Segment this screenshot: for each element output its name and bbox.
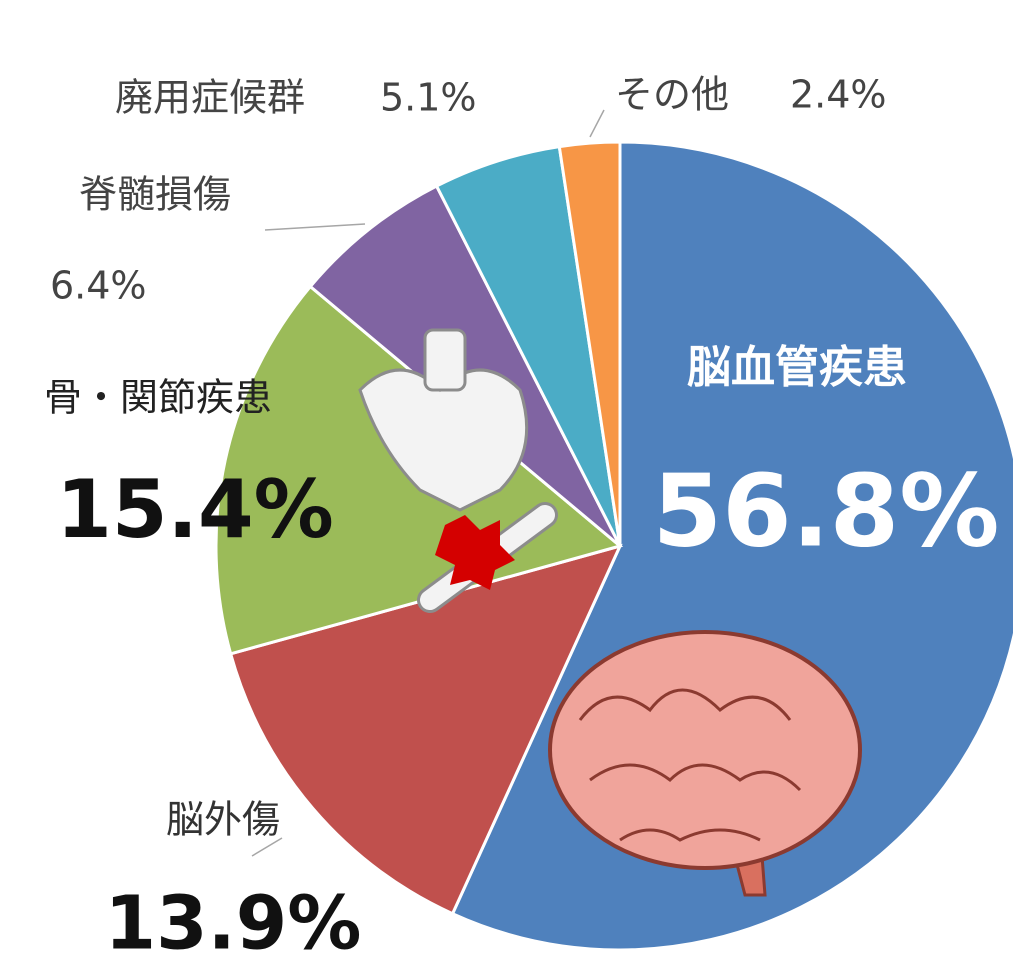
pie-slice xyxy=(557,140,622,547)
value-label: 15.4% xyxy=(56,463,334,556)
brain-illustration xyxy=(548,630,862,897)
leader-lines xyxy=(251,109,605,857)
value-label: 56.8% xyxy=(653,452,1000,569)
leader-line xyxy=(589,109,605,138)
value-label: 2.4% xyxy=(790,73,887,117)
bone-illustration xyxy=(358,328,558,613)
value-label: 6.4% xyxy=(50,264,147,308)
category-label: 脳血管疾患 xyxy=(687,342,907,393)
leader-line xyxy=(251,837,283,857)
value-label: 13.9% xyxy=(105,881,362,954)
category-label: その他 xyxy=(615,73,729,117)
category-label: 骨・関節疾患 xyxy=(44,376,272,420)
category-label: 脊髄損傷 xyxy=(79,173,231,217)
category-label: 廃用症候群 xyxy=(115,76,305,120)
leader-line xyxy=(264,223,366,231)
pie-slice xyxy=(228,543,623,916)
category-label: 脳外傷 xyxy=(166,798,280,842)
value-label: 5.1% xyxy=(380,76,477,120)
labels: 脳血管疾患 56.8% 脳外傷 13.9% 骨・関節疾患 15.4% 脊髄損傷 6.4% 廃用症… xyxy=(44,73,999,954)
